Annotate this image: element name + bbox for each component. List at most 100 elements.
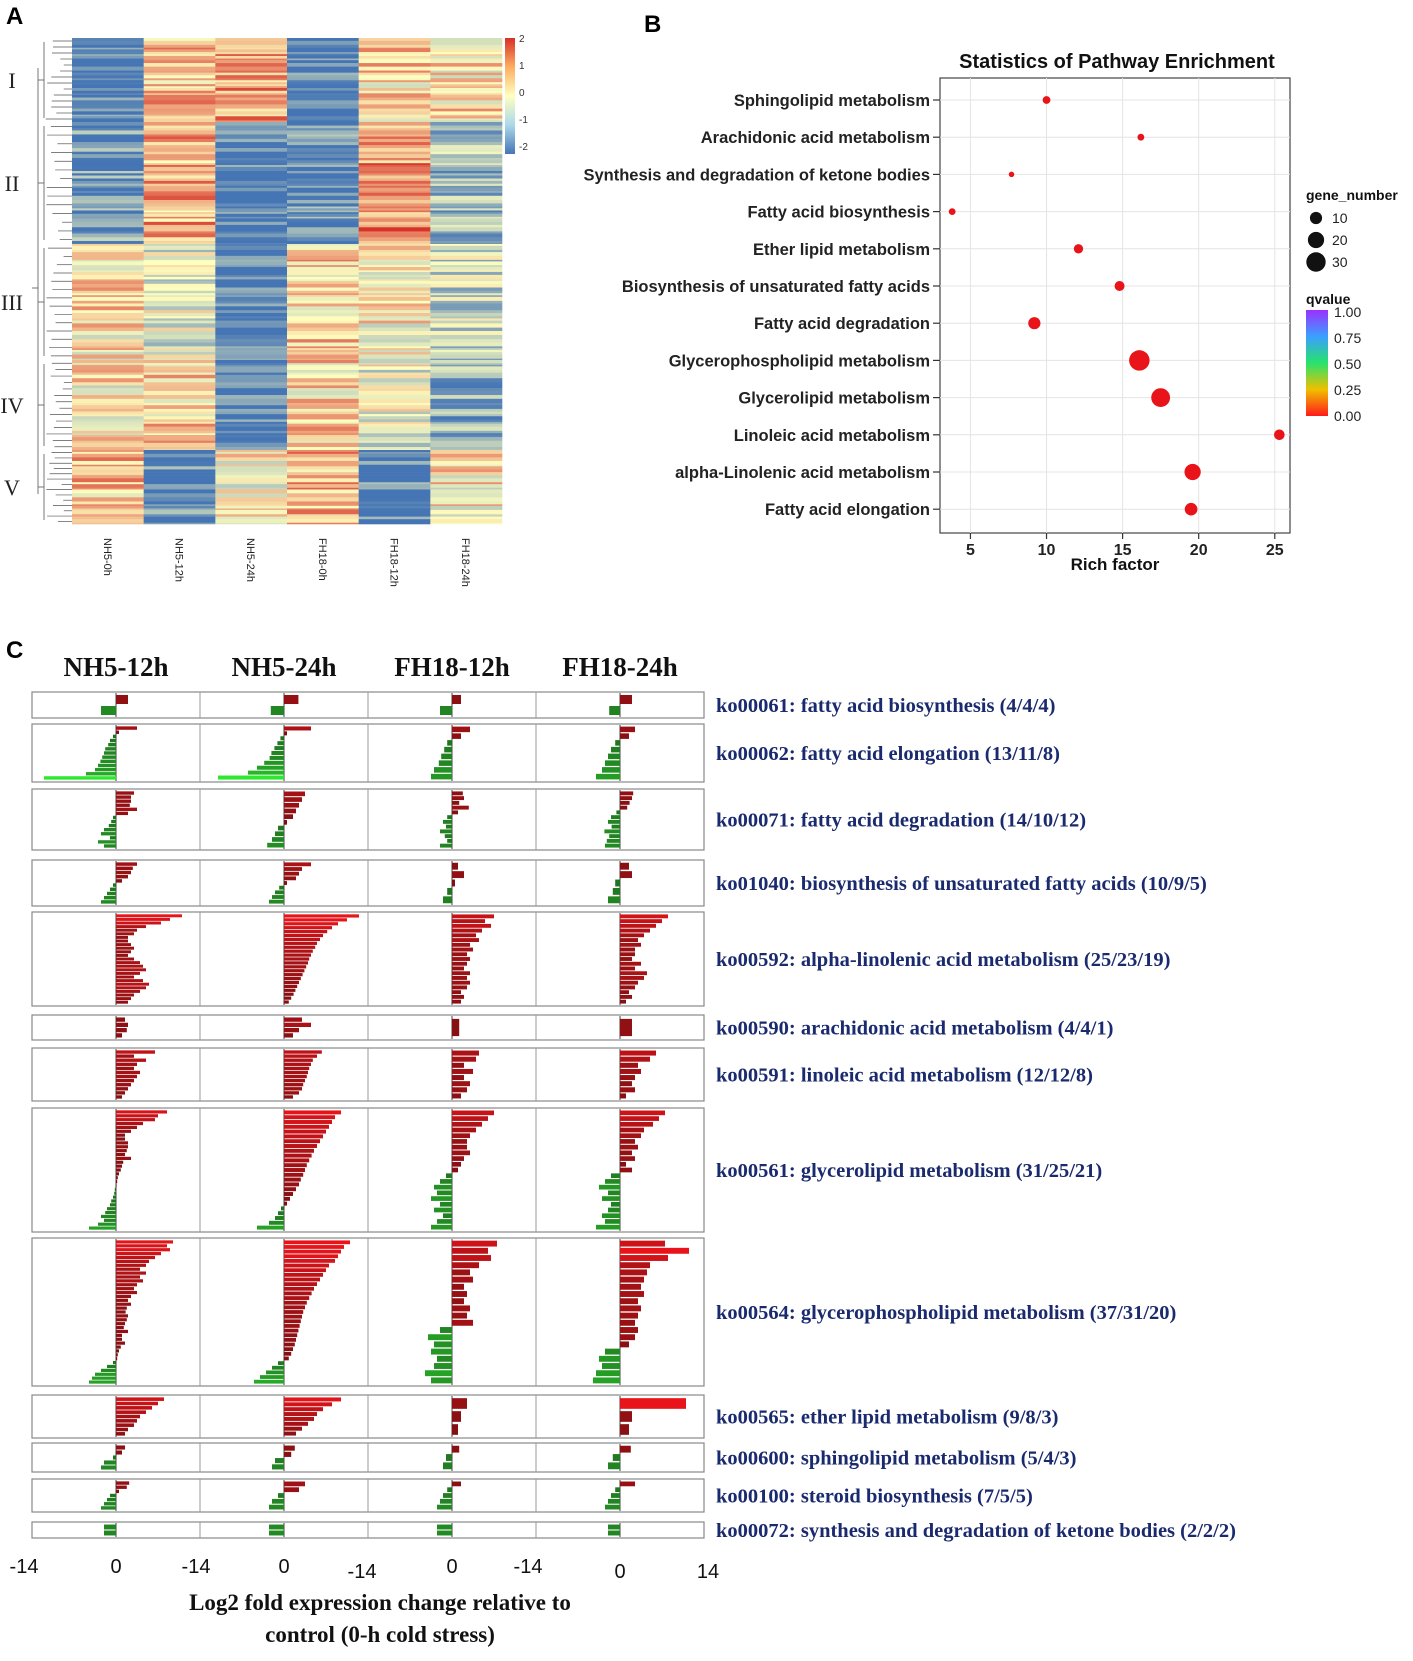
fold-change-bar xyxy=(620,980,638,985)
heatmap-cell xyxy=(430,516,503,520)
fold-change-bar xyxy=(452,961,467,966)
heatmap-cell xyxy=(430,120,503,123)
fold-change-bar xyxy=(275,831,284,837)
heatmap-cell xyxy=(215,170,288,174)
fold-change-bar xyxy=(447,887,452,895)
heatmap-cell xyxy=(215,138,288,143)
fold-change-pathway-row: ko00100: steroid biosynthesis (7/5/5) xyxy=(31,1478,1033,1513)
enrichment-pathway-label: Biosynthesis of unsaturated fatty acids xyxy=(622,278,930,296)
enrichment-x-ticks: 5 10 15 20 25 xyxy=(966,533,1284,559)
heatmap-cell xyxy=(358,433,431,436)
heatmap-cell xyxy=(143,173,216,176)
heatmap-cell xyxy=(143,293,216,296)
fold-change-x-tick-label: 0 xyxy=(446,1556,457,1578)
fold-change-pathway-row: ko00061: fatty acid biosynthesis (4/4/4) xyxy=(31,691,1055,719)
heatmap-cell xyxy=(215,157,288,161)
heatmap-cell xyxy=(358,395,431,400)
fold-change-bar xyxy=(284,1487,299,1493)
heatmap-cell xyxy=(72,49,144,53)
fold-change-bar xyxy=(452,980,470,985)
fold-change-bar xyxy=(284,1022,311,1028)
heatmap-cell xyxy=(72,358,144,361)
fold-change-x-tick-label: 0 xyxy=(110,1556,121,1578)
fold-change-bar xyxy=(116,1252,161,1256)
heatmap-cell xyxy=(72,323,144,328)
heatmap-cell xyxy=(143,266,216,271)
heatmap-cell xyxy=(287,346,359,349)
fold-change-bar xyxy=(116,1489,119,1494)
fold-change-bar xyxy=(278,825,284,831)
fold-change-bar xyxy=(100,759,116,764)
fold-change-bar xyxy=(620,1276,644,1283)
fold-change-bar xyxy=(452,1093,461,1099)
heatmap-cell xyxy=(72,276,144,280)
fold-change-bar xyxy=(452,947,473,952)
heatmap-cell xyxy=(72,489,144,494)
fold-change-bar xyxy=(620,947,635,952)
fold-change-bar xyxy=(602,1213,620,1219)
heatmap-cell xyxy=(72,130,144,135)
fold-change-bar xyxy=(116,946,134,950)
fold-change-bar xyxy=(452,1161,461,1167)
heatmap-cell xyxy=(287,40,359,46)
heatmap-cell xyxy=(358,187,431,192)
heatmap-cell xyxy=(215,166,288,172)
heatmap-cell xyxy=(287,145,359,149)
heatmap-cell xyxy=(287,457,359,462)
fold-change-bar xyxy=(284,871,299,876)
heatmap-cell xyxy=(430,208,503,211)
fold-change-bar xyxy=(615,1487,620,1493)
fold-change-bar xyxy=(284,933,323,938)
heatmap-cell xyxy=(72,348,144,351)
fold-change-bar xyxy=(284,1091,299,1095)
heatmap-cell xyxy=(72,516,144,520)
heatmap-cell xyxy=(72,469,144,473)
heatmap-cell xyxy=(143,54,216,57)
fold-change-bar xyxy=(452,1127,476,1133)
heatmap-cell xyxy=(215,354,288,359)
heatmap-cell xyxy=(358,519,431,524)
fold-change-bar xyxy=(284,965,307,969)
heatmap-cell xyxy=(430,310,503,314)
heatmap-cell xyxy=(143,52,216,55)
heatmap-cluster-label: I xyxy=(8,68,15,93)
heatmap-cell xyxy=(287,206,359,209)
fold-change-bar xyxy=(116,917,170,921)
heatmap-cell xyxy=(72,306,144,311)
fold-change-bar xyxy=(452,1298,464,1305)
heatmap-cell xyxy=(215,212,288,215)
heatmap-cell xyxy=(215,408,288,412)
fold-change-bar xyxy=(602,1196,620,1201)
fold-change-bar xyxy=(452,942,470,947)
heatmap-cell xyxy=(72,290,144,294)
heatmap-cell xyxy=(143,334,216,340)
heatmap-cell xyxy=(143,58,216,61)
heatmap-cell xyxy=(72,510,144,515)
heatmap-cell xyxy=(430,163,503,166)
heatmap-cell xyxy=(215,478,288,483)
heatmap-cell xyxy=(287,60,359,64)
heatmap-cell xyxy=(143,216,216,219)
heatmap-cell xyxy=(143,297,216,302)
heatmap-cell xyxy=(72,187,144,192)
heatmap-cell xyxy=(358,191,431,194)
legend-gene-number-title: gene_number xyxy=(1306,187,1398,203)
fold-change-bar xyxy=(116,1066,134,1071)
heatmap-cell xyxy=(358,192,431,197)
fold-change-bar xyxy=(116,1022,128,1028)
heatmap-cell xyxy=(287,44,359,49)
fold-change-bar xyxy=(284,1196,290,1201)
fold-change-bar xyxy=(605,1348,620,1355)
heatmap-cell xyxy=(215,63,288,67)
heatmap-cell xyxy=(72,104,144,109)
heatmap-cell xyxy=(287,306,359,311)
heatmap-cell xyxy=(72,199,144,204)
heatmap-cell xyxy=(430,245,503,251)
enrichment-point xyxy=(1184,502,1198,516)
enrichment-pathway-label: Ether lipid metabolism xyxy=(753,241,930,259)
heatmap-cell xyxy=(215,339,288,343)
heatmap-cell xyxy=(430,414,503,417)
fold-change-bar xyxy=(431,1196,452,1201)
heatmap-cell xyxy=(430,75,503,79)
fold-change-bar xyxy=(116,1017,125,1022)
